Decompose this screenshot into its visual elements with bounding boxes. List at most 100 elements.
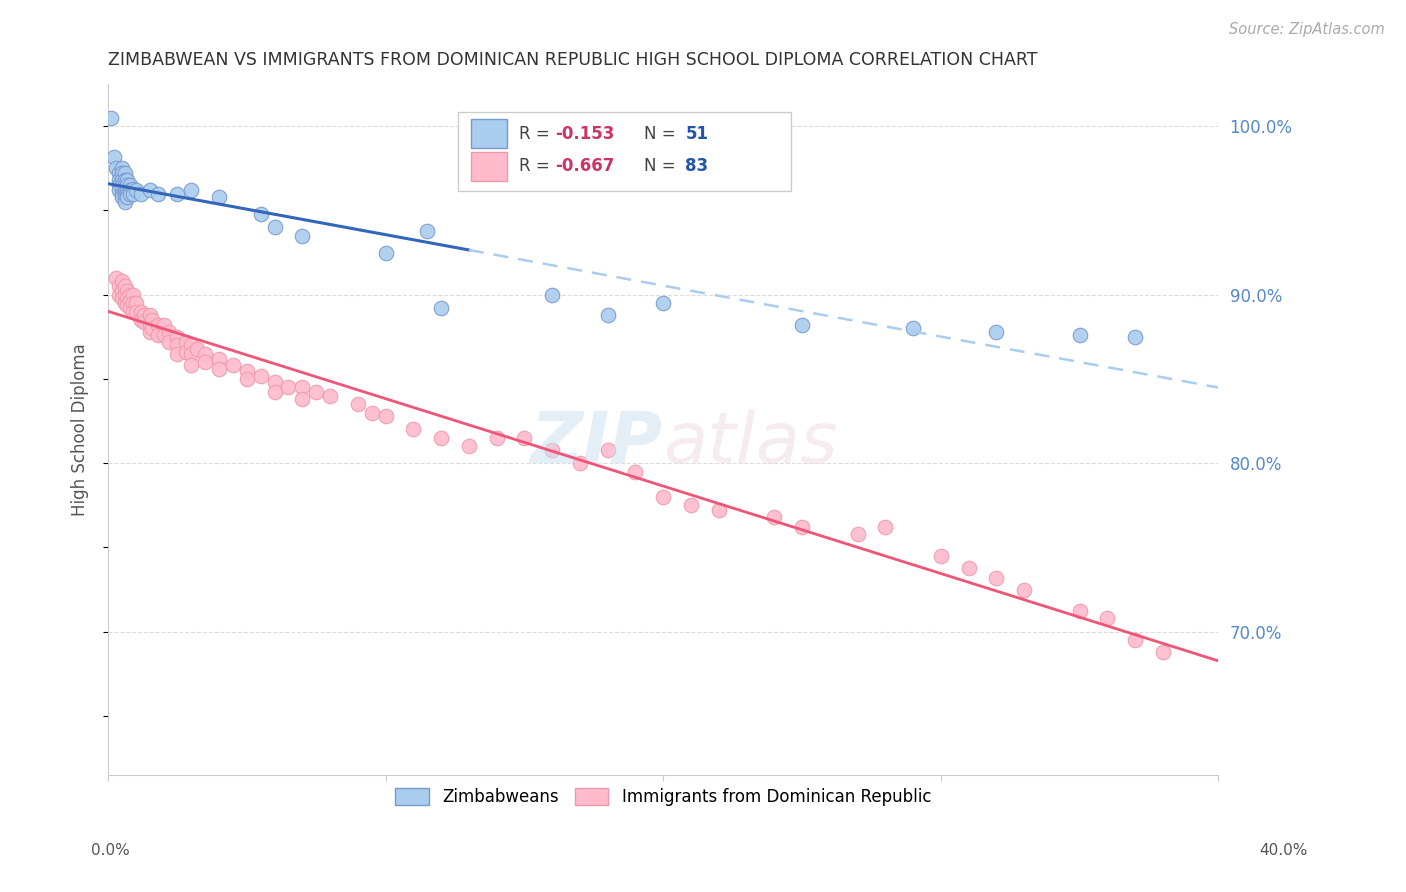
Point	[122, 296, 145, 310]
Point	[122, 181, 145, 195]
Point	[138, 318, 160, 332]
Text: -0.667: -0.667	[555, 157, 614, 176]
Text: Source: ZipAtlas.com: Source: ZipAtlas.com	[1229, 22, 1385, 37]
Point	[236, 363, 259, 377]
Point	[146, 328, 169, 343]
Point	[208, 351, 231, 366]
Point	[263, 220, 285, 235]
Point	[174, 334, 197, 349]
Point	[208, 190, 231, 204]
Point	[132, 308, 155, 322]
Point	[194, 355, 217, 369]
Point	[596, 308, 619, 322]
Point	[108, 166, 131, 180]
Text: R =: R =	[519, 157, 555, 176]
Point	[166, 330, 188, 344]
Point	[131, 313, 153, 327]
Point	[125, 183, 148, 197]
Point	[1069, 328, 1091, 343]
Point	[114, 190, 136, 204]
Point	[790, 318, 813, 332]
Point	[111, 285, 134, 299]
Point	[291, 392, 314, 406]
Point	[141, 313, 163, 327]
Point	[114, 195, 136, 210]
Point	[111, 166, 134, 180]
Point	[152, 318, 174, 332]
Point	[291, 380, 314, 394]
Text: -0.153: -0.153	[555, 125, 614, 143]
Point	[763, 510, 786, 524]
Point	[416, 224, 439, 238]
Text: ZIP: ZIP	[531, 409, 664, 478]
Point	[180, 338, 202, 352]
Point	[568, 456, 591, 470]
Point	[319, 389, 342, 403]
Point	[180, 183, 202, 197]
Point	[157, 325, 180, 339]
Point	[111, 161, 134, 176]
Text: R =: R =	[519, 125, 555, 143]
Point	[108, 183, 131, 197]
Point	[103, 150, 125, 164]
Point	[679, 498, 702, 512]
Text: 51: 51	[686, 125, 709, 143]
Point	[108, 287, 131, 301]
Point	[624, 465, 647, 479]
Point	[174, 345, 197, 359]
Point	[117, 183, 139, 197]
FancyBboxPatch shape	[458, 112, 792, 191]
Point	[901, 321, 924, 335]
Point	[186, 342, 208, 356]
Point	[263, 376, 285, 390]
Point	[111, 186, 134, 201]
Point	[120, 301, 142, 315]
Point	[120, 183, 142, 197]
Point	[596, 442, 619, 457]
Point	[1069, 604, 1091, 618]
Point	[986, 325, 1008, 339]
Point	[138, 325, 160, 339]
Point	[117, 186, 139, 201]
Point	[236, 372, 259, 386]
Point	[347, 397, 370, 411]
Point	[131, 304, 153, 318]
Point	[1123, 330, 1146, 344]
Point	[117, 173, 139, 187]
Point	[277, 380, 299, 394]
Point	[875, 520, 897, 534]
Point	[157, 334, 180, 349]
Point	[125, 296, 148, 310]
Point	[138, 183, 160, 197]
Point	[1123, 633, 1146, 648]
Point	[100, 111, 122, 125]
Point	[430, 431, 453, 445]
Point	[117, 291, 139, 305]
Point	[111, 291, 134, 305]
Point	[120, 186, 142, 201]
Point	[111, 274, 134, 288]
Legend: Zimbabweans, Immigrants from Dominican Republic: Zimbabweans, Immigrants from Dominican R…	[387, 780, 939, 814]
Text: N =: N =	[644, 157, 682, 176]
Point	[117, 178, 139, 193]
Point	[146, 318, 169, 332]
Point	[105, 270, 128, 285]
Point	[291, 228, 314, 243]
Point	[138, 308, 160, 322]
Text: N =: N =	[644, 125, 682, 143]
Text: 83: 83	[686, 157, 709, 176]
Point	[249, 207, 271, 221]
Point	[114, 186, 136, 201]
Point	[141, 321, 163, 335]
Point	[114, 178, 136, 193]
Point	[120, 287, 142, 301]
Y-axis label: High School Diploma: High School Diploma	[72, 343, 89, 516]
Point	[541, 442, 564, 457]
Point	[122, 287, 145, 301]
Point	[114, 296, 136, 310]
Point	[131, 186, 153, 201]
Point	[122, 304, 145, 318]
Point	[249, 368, 271, 383]
Text: 0.0%: 0.0%	[91, 843, 131, 858]
Point	[152, 328, 174, 343]
